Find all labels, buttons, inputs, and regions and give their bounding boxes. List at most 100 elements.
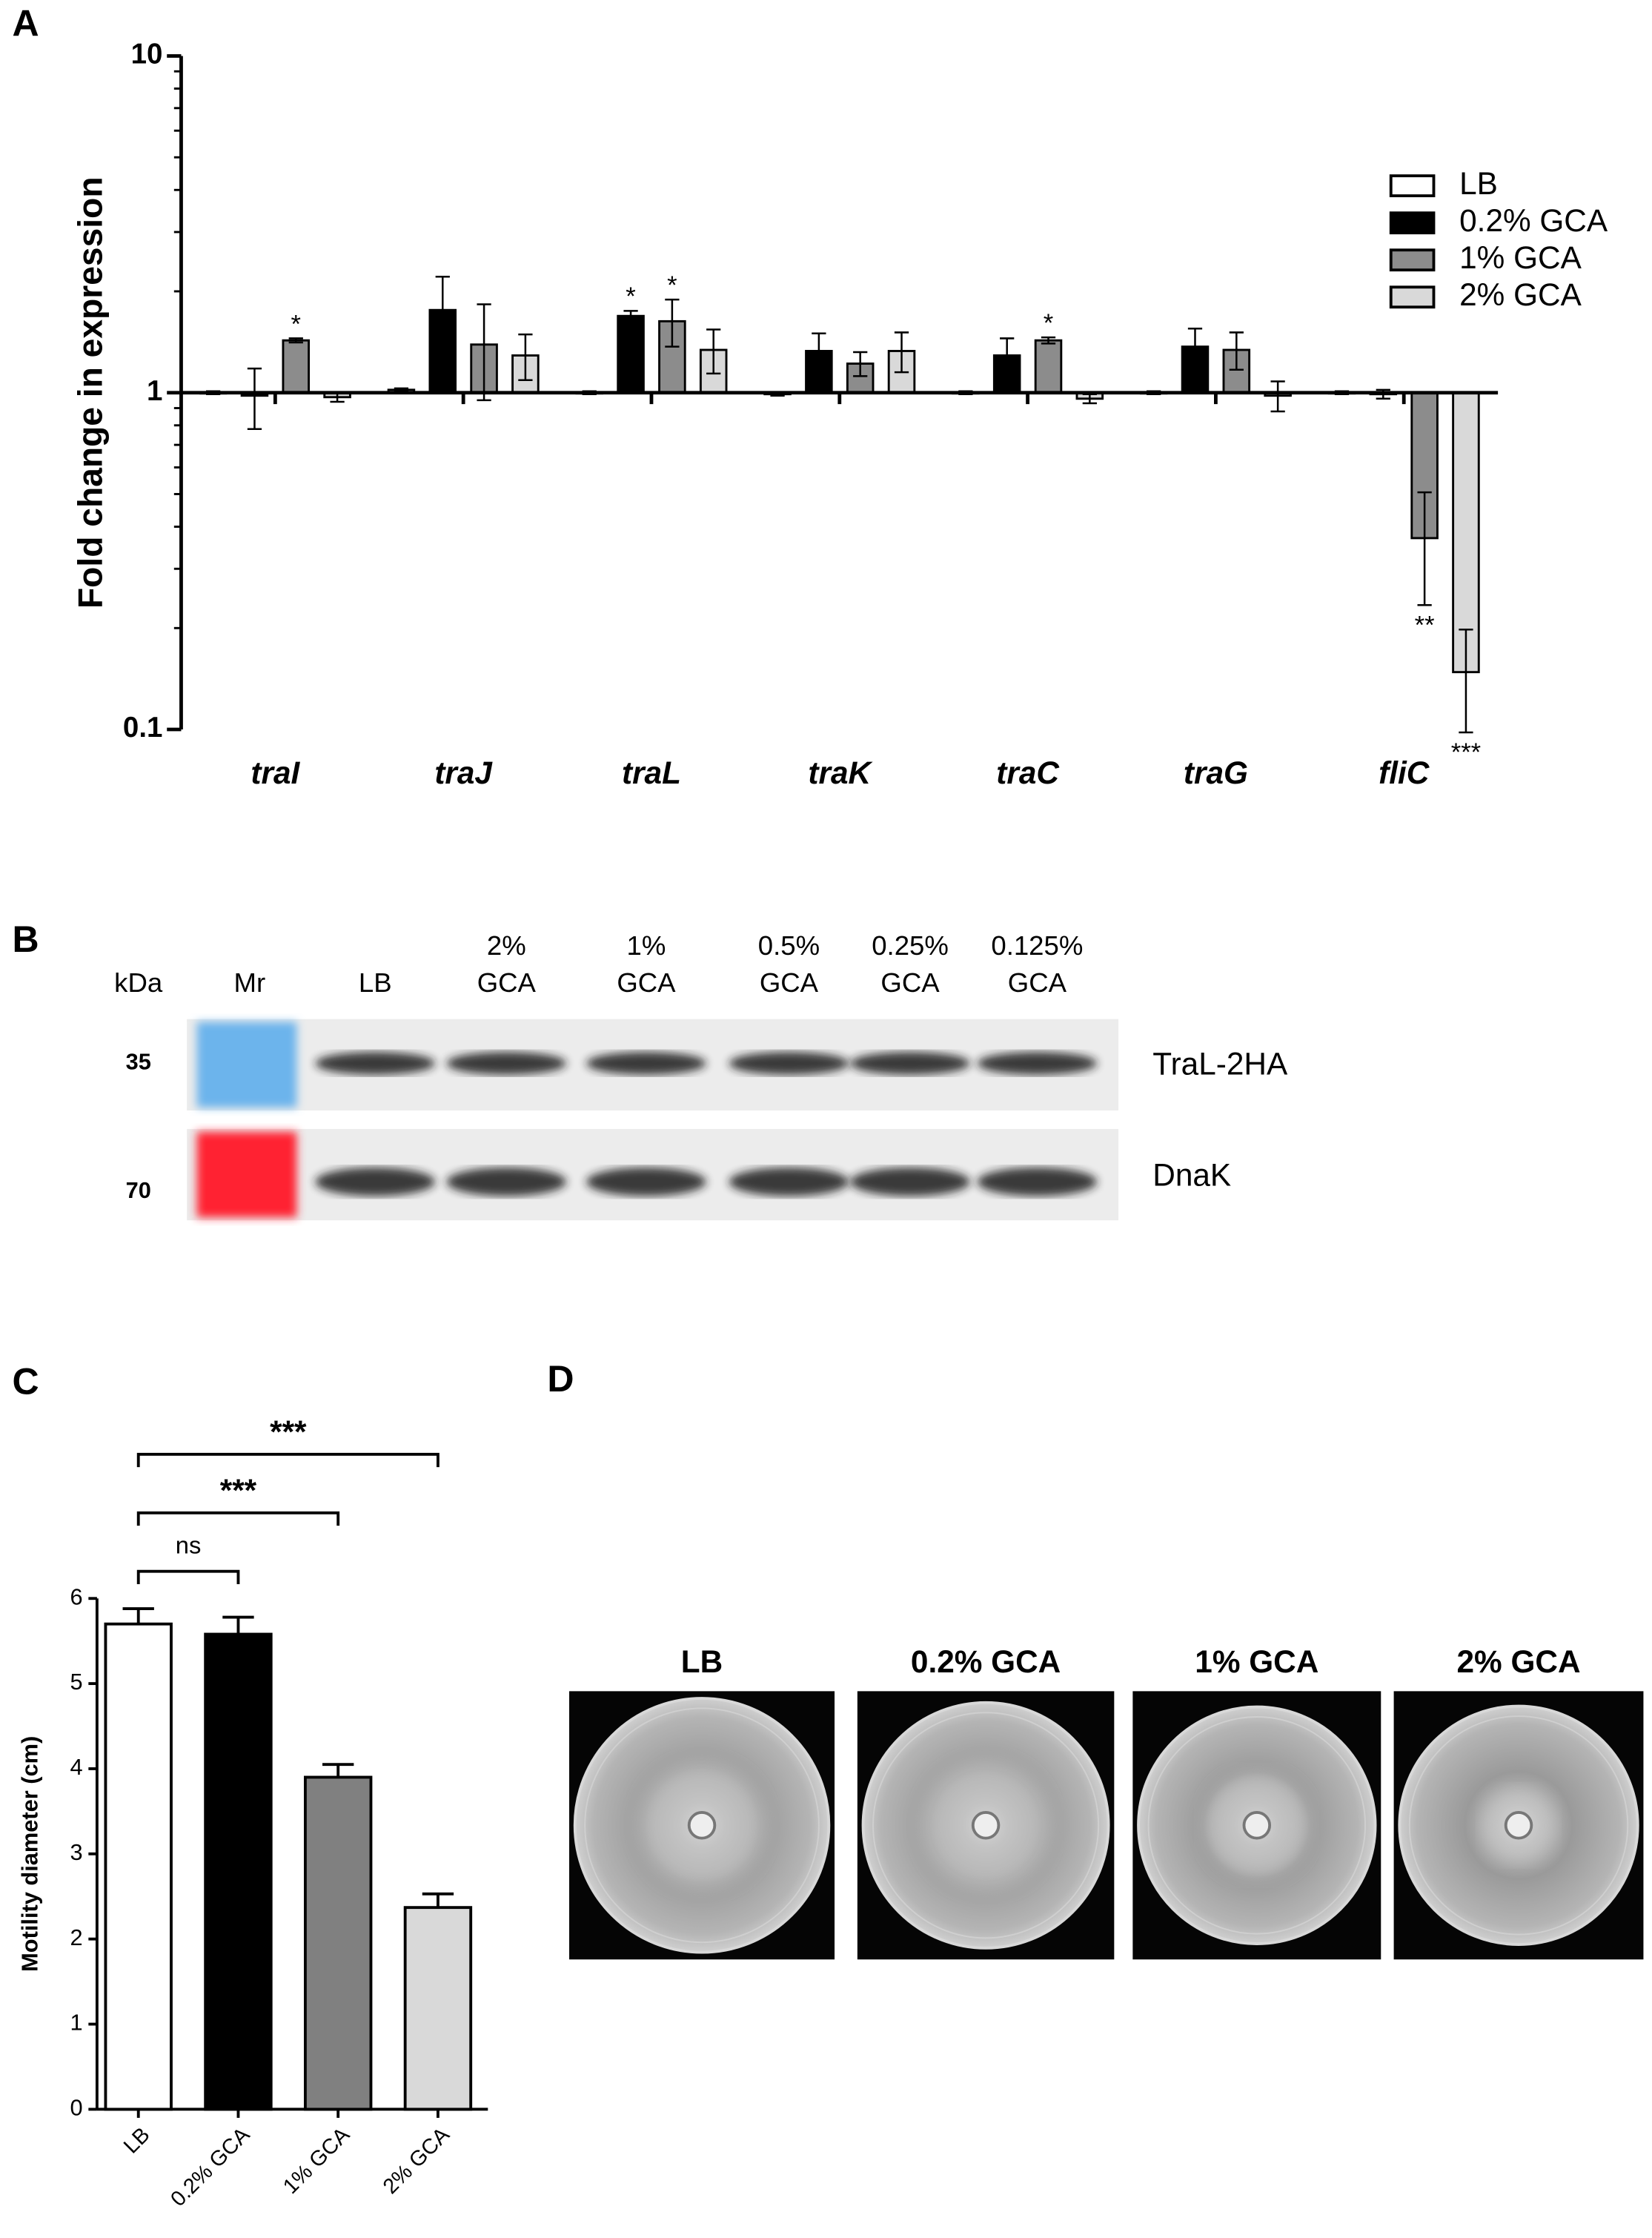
x-tick-label: traC <box>996 755 1060 790</box>
significance: * <box>626 282 635 311</box>
marker-patch <box>196 1131 297 1218</box>
error-bar <box>435 276 450 354</box>
plate-label: 2% GCA <box>1457 1644 1581 1679</box>
x-tick-label: traI <box>251 755 300 790</box>
significance: ** <box>1415 611 1435 639</box>
plate-label: 1% GCA <box>1195 1644 1318 1679</box>
band <box>315 1052 436 1075</box>
band <box>315 1167 436 1196</box>
error-bar <box>122 1607 154 1624</box>
x-tick-label: 1% GCA <box>279 2122 355 2199</box>
significance: *** <box>220 1473 257 1508</box>
bar <box>204 1632 273 2111</box>
band <box>977 1167 1098 1196</box>
significance: * <box>667 271 677 299</box>
panel-label: A <box>13 2 39 44</box>
legend-label: 0.2% GCA <box>1459 203 1608 238</box>
inoculum <box>687 1811 717 1840</box>
bar <box>617 314 645 394</box>
significance: *** <box>270 1414 307 1449</box>
x-tick-label: traG <box>1184 755 1248 790</box>
legend-swatch <box>1389 211 1436 235</box>
error-bar <box>247 367 262 431</box>
panel-label: C <box>13 1361 39 1403</box>
x-tick-label: traK <box>808 755 873 790</box>
error-bar <box>222 1615 254 1635</box>
error-bar <box>1417 491 1432 606</box>
legend-swatch <box>1389 248 1436 272</box>
significance-bracket <box>136 1511 340 1526</box>
y-tick-label: 10 <box>131 39 163 70</box>
bar <box>104 1622 173 2111</box>
lane-label: 0.5% <box>758 930 820 961</box>
significance: * <box>1044 309 1053 337</box>
inoculum <box>971 1811 1001 1840</box>
lane-label: LB <box>359 967 392 998</box>
lane-label: 0.25% <box>872 930 949 961</box>
marker-patch <box>196 1022 297 1108</box>
error-bar <box>665 298 680 348</box>
panel-label: D <box>547 1358 574 1400</box>
significance: *** <box>1451 738 1481 767</box>
y-tick-label: 0.1 <box>123 712 162 744</box>
band <box>850 1052 970 1075</box>
bar <box>1034 339 1063 394</box>
lane-label: 0.125% <box>991 930 1083 961</box>
lane-label: GCA <box>1008 967 1067 998</box>
band <box>977 1052 1098 1075</box>
y-axis-label: Motility diameter (cm) <box>16 1736 42 1972</box>
error-bar <box>853 351 868 377</box>
inoculum <box>1504 1811 1533 1840</box>
bar <box>1452 391 1480 674</box>
lane-label: GCA <box>477 967 537 998</box>
legend-label: LB <box>1459 166 1498 201</box>
error-bar <box>1459 628 1473 734</box>
bar <box>303 1775 373 2111</box>
plate-rim <box>872 1712 1100 1939</box>
error-bar <box>477 303 491 402</box>
band <box>850 1167 970 1196</box>
y-tick-label: 4 <box>70 1754 83 1780</box>
y-tick-label: 0 <box>70 2095 83 2121</box>
error-bar <box>518 333 533 381</box>
x-tick-label: fliC <box>1379 755 1430 790</box>
error-bar <box>288 337 303 344</box>
bar <box>403 1906 473 2111</box>
legend-label: 2% GCA <box>1459 277 1582 312</box>
plate-label: 0.2% GCA <box>911 1644 1061 1679</box>
legend-swatch <box>1389 285 1436 309</box>
error-bar <box>894 331 909 374</box>
unit-label: kDa <box>114 967 163 998</box>
error-bar <box>706 328 721 375</box>
plate-rim <box>584 1707 820 1944</box>
x-tick-label: traL <box>622 755 681 790</box>
marker-label: 35 <box>126 1049 151 1075</box>
band <box>586 1167 706 1196</box>
band-label: DnaK <box>1152 1158 1231 1193</box>
plate-rim <box>1408 1715 1629 1936</box>
significance: * <box>291 310 301 338</box>
error-bar <box>422 1892 454 1908</box>
y-tick-label: 1 <box>70 2010 83 2036</box>
error-bar <box>1187 328 1203 368</box>
band <box>446 1167 567 1196</box>
error-bar <box>812 332 826 372</box>
significance-bracket <box>136 1569 240 1585</box>
band <box>586 1052 706 1075</box>
y-tick-label: 1 <box>147 375 162 407</box>
y-tick-label: 6 <box>70 1583 83 1609</box>
x-tick-label: 0.2% GCA <box>166 2122 255 2211</box>
lane-label: 1% <box>627 930 666 961</box>
x-tick-label: traJ <box>434 755 493 790</box>
marker-lane-label: Mr <box>234 967 266 998</box>
bar <box>282 339 311 394</box>
band <box>446 1052 567 1075</box>
lane-label: GCA <box>617 967 676 998</box>
error-bar <box>1041 336 1056 345</box>
x-tick-label: 2% GCA <box>379 2122 455 2199</box>
y-axis-label: Fold change in expression <box>70 176 109 609</box>
y-tick-label: 2 <box>70 1924 83 1950</box>
legend-label: 1% GCA <box>1459 240 1582 275</box>
panel-label: B <box>13 918 39 960</box>
x-tick-label: LB <box>119 2123 155 2159</box>
